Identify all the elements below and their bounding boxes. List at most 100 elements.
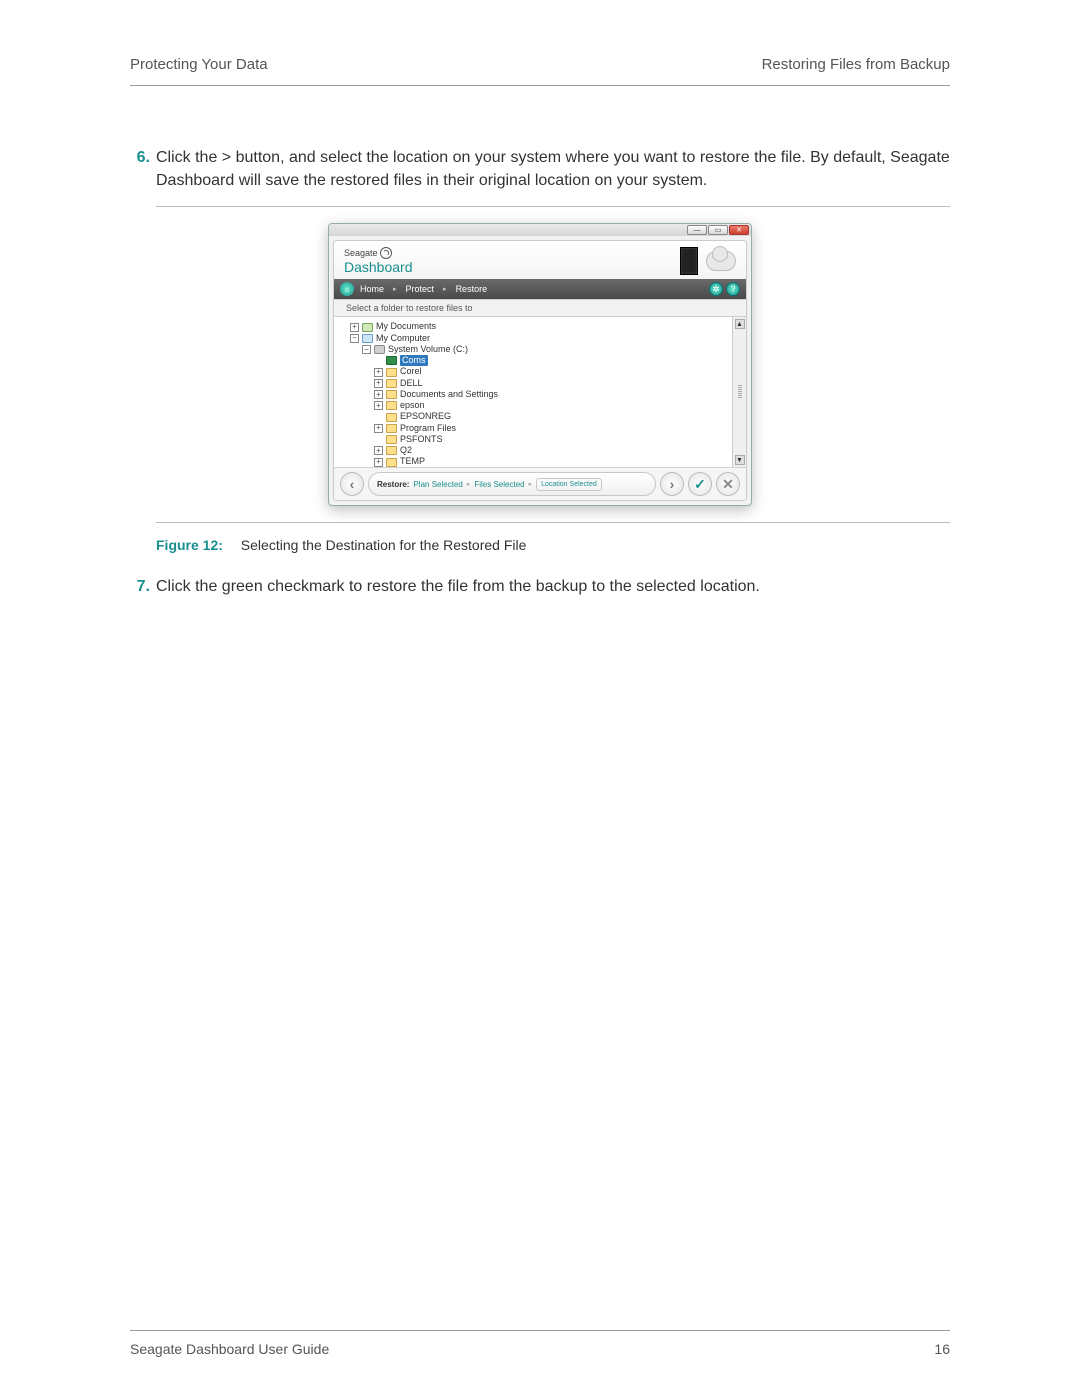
files-selected-link[interactable]: Files Selected	[474, 480, 524, 489]
tree-row[interactable]: Coms	[338, 355, 728, 366]
expander-icon	[374, 413, 383, 422]
folder-icon	[386, 413, 397, 422]
folder-icon	[386, 401, 397, 410]
window-inner: Seagate Dashboard ⌂ Home ▸	[333, 240, 747, 501]
cancel-button[interactable]: ✕	[716, 472, 740, 496]
doc-header: Protecting Your Data Restoring Files fro…	[130, 56, 950, 86]
crumb-home[interactable]: Home	[360, 284, 384, 294]
drive-icon[interactable]	[680, 247, 698, 275]
footer-page: 16	[934, 1341, 950, 1357]
scroll-down-button[interactable]: ▼	[735, 455, 745, 465]
figure-label: Figure 12:	[156, 537, 223, 553]
window-minimize-button[interactable]: —	[687, 225, 707, 235]
tree-row-label: System Volume (C:)	[388, 344, 468, 355]
expander-icon[interactable]: −	[362, 345, 371, 354]
tree-row-label: DELL	[400, 378, 423, 389]
step-6: 6. Click the > button, and select the lo…	[130, 146, 950, 192]
tree-row[interactable]: +Program Files	[338, 423, 728, 434]
tree-row[interactable]: + Q2	[338, 445, 728, 456]
back-button[interactable]: ‹	[340, 472, 364, 496]
doc-footer: Seagate Dashboard User Guide 16	[130, 1330, 950, 1357]
app-window-wrap: — ▭ ✕ Seagate Dashboard	[130, 223, 950, 506]
crumb-protect[interactable]: Protect	[406, 284, 435, 294]
figure-caption-text: Selecting the Destination for the Restor…	[241, 537, 527, 553]
expander-icon[interactable]: +	[350, 323, 359, 332]
step-6-number: 6.	[130, 146, 156, 192]
step-7-number: 7.	[130, 575, 156, 598]
brand-company: Seagate	[344, 247, 413, 259]
help-icon[interactable]: ?	[726, 282, 740, 296]
breadcrumb-left: ⌂ Home ▸ Protect ▸ Restore	[340, 282, 487, 296]
crumb-sep-2: ▸	[443, 285, 447, 293]
expander-icon[interactable]: +	[374, 368, 383, 377]
tree-row[interactable]: − My Computer	[338, 333, 728, 344]
step-6-text: Click the > button, and select the locat…	[156, 146, 950, 192]
tree-row[interactable]: + Corel	[338, 366, 728, 377]
brand-product: Dashboard	[344, 259, 413, 275]
folder-icon	[362, 323, 373, 332]
window-titlebar: — ▭ ✕	[329, 224, 751, 236]
expander-icon	[374, 356, 383, 365]
tree-scrollbar[interactable]: ▲ ▼	[732, 317, 746, 467]
location-selected-box[interactable]: Location Selected	[536, 478, 602, 491]
expander-icon[interactable]: +	[374, 424, 383, 433]
tree-row[interactable]: + epson	[338, 400, 728, 411]
expander-icon[interactable]: +	[374, 458, 383, 467]
pill-sep-2: ▸	[529, 480, 533, 488]
expander-icon[interactable]: +	[374, 446, 383, 455]
folder-icon	[386, 368, 397, 377]
tree-row[interactable]: + Documents and Settings	[338, 389, 728, 400]
tree-row-label: epson	[400, 400, 425, 411]
plan-selected-link[interactable]: Plan Selected	[413, 480, 462, 489]
tree-row-label: PSFONTS	[400, 434, 443, 445]
panel-subtitle: Select a folder to restore files to	[334, 299, 746, 317]
cloud-icon[interactable]	[706, 251, 736, 271]
step-7-text: Click the green checkmark to restore the…	[156, 575, 950, 598]
folder-icon	[386, 379, 397, 388]
folder-icon	[386, 458, 397, 467]
tree-row[interactable]: EPSONREG	[338, 411, 728, 422]
folder-icon	[386, 424, 397, 433]
confirm-button[interactable]: ✓	[688, 472, 712, 496]
brand-company-label: Seagate	[344, 248, 378, 258]
expander-icon[interactable]: −	[350, 334, 359, 343]
expander-icon	[374, 435, 383, 444]
tree-row-label: My Documents	[376, 321, 436, 332]
forward-button[interactable]: ›	[660, 472, 684, 496]
expander-icon[interactable]: +	[374, 401, 383, 410]
header-right: Restoring Files from Backup	[762, 56, 950, 73]
seagate-logo-icon	[380, 247, 392, 259]
brand-right	[680, 247, 736, 275]
tree-row-label: TEMP	[400, 456, 425, 467]
tree-row-label: Q2	[400, 445, 412, 456]
pill-sep-1: ▸	[467, 480, 471, 488]
tree-row-label: Corel	[400, 366, 422, 377]
tree-row-label: Coms	[400, 355, 428, 366]
window-footer: ‹ Restore: Plan Selected ▸ Files Selecte…	[334, 467, 746, 500]
folder-icon	[386, 390, 397, 399]
expander-icon[interactable]: +	[374, 390, 383, 399]
tree-row-label: Documents and Settings	[400, 389, 498, 400]
scroll-up-button[interactable]: ▲	[735, 319, 745, 329]
footer-title: Seagate Dashboard User Guide	[130, 1341, 329, 1357]
expander-icon[interactable]: +	[374, 379, 383, 388]
app-window: — ▭ ✕ Seagate Dashboard	[328, 223, 752, 506]
restore-progress-pill: Restore: Plan Selected ▸ Files Selected …	[368, 472, 656, 496]
tree-row[interactable]: + DELL	[338, 378, 728, 389]
tree-row-label: My Computer	[376, 333, 430, 344]
header-left: Protecting Your Data	[130, 56, 268, 73]
folder-tree[interactable]: +My Documents−My Computer−System Volume …	[334, 317, 732, 467]
tree-row[interactable]: PSFONTS	[338, 434, 728, 445]
tree-row[interactable]: + TEMP	[338, 456, 728, 467]
brand-left: Seagate Dashboard	[344, 247, 413, 275]
window-maximize-button[interactable]: ▭	[708, 225, 728, 235]
tree-row[interactable]: + My Documents	[338, 321, 728, 332]
tree-row[interactable]: − System Volume (C:)	[338, 344, 728, 355]
settings-icon[interactable]: ✲	[709, 282, 723, 296]
home-icon[interactable]: ⌂	[340, 282, 354, 296]
window-close-button[interactable]: ✕	[729, 225, 749, 235]
scroll-grip-icon[interactable]	[738, 385, 742, 399]
breadcrumb-right: ✲ ?	[709, 282, 740, 296]
breadcrumb-bar: ⌂ Home ▸ Protect ▸ Restore ✲ ?	[334, 279, 746, 299]
crumb-restore[interactable]: Restore	[456, 284, 488, 294]
